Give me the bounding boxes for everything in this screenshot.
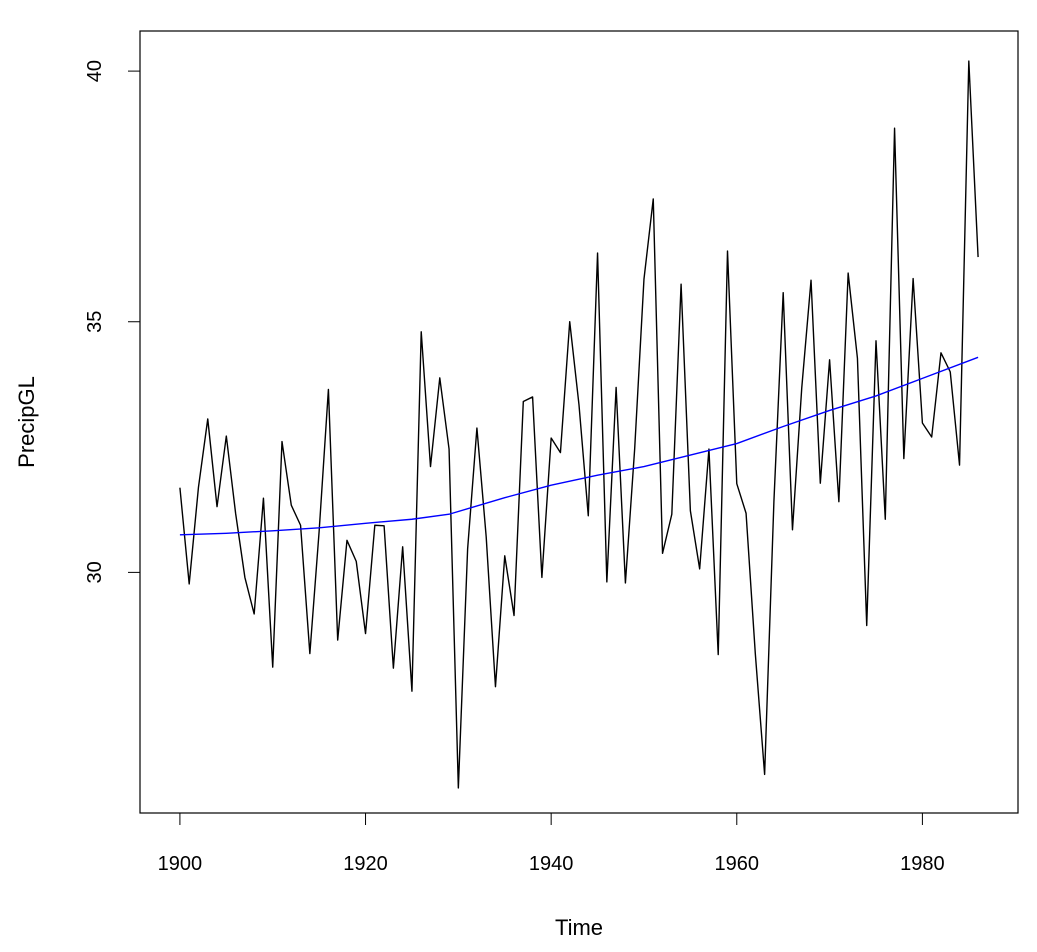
series-line-observed: [179, 60, 979, 789]
x-tick-label: 1960: [715, 853, 760, 875]
series-layer: [179, 60, 979, 789]
x-tick-label: 1920: [343, 853, 388, 875]
x-tick-label: 1940: [529, 853, 574, 875]
x-axis: 1900 1920 1940 1960 1980: [158, 812, 945, 875]
series-line-trend: [179, 356, 979, 536]
x-tick-label: 1900: [158, 853, 203, 875]
y-tick-label: 40: [84, 60, 106, 82]
y-tick-label: 30: [84, 561, 106, 583]
y-axis-label: PrecipGL: [14, 376, 39, 468]
x-axis-label: Time: [555, 915, 603, 940]
y-tick-label: 35: [84, 311, 106, 333]
x-tick-label: 1980: [900, 853, 945, 875]
y-axis: 30 35 40: [84, 60, 141, 584]
